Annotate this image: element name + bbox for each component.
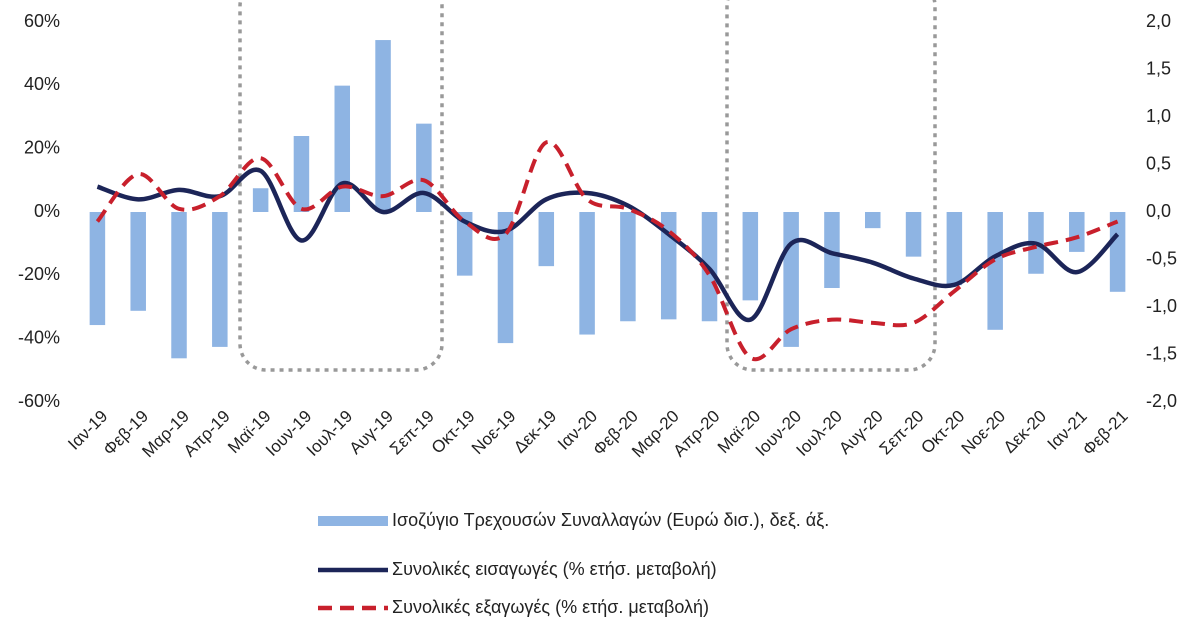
legend-swatch [318,516,388,526]
bar [212,212,228,347]
bar [1069,212,1085,252]
y2-tick-label: -0,5 [1146,248,1177,268]
bar [987,212,1003,330]
y2-tick-label: 1,5 [1146,58,1171,78]
x-tick-label: Νοε-19 [468,407,520,459]
x-tick-label: Σεπ-20 [876,407,928,459]
x-tick-label: Αυγ-19 [346,407,397,458]
highlight-box [238,0,444,372]
y2-tick-label: 0,5 [1146,153,1171,173]
bar [538,212,555,267]
bar [742,212,759,301]
x-tick-label: Ιουλ-19 [303,407,356,460]
bar [130,212,146,311]
x-tick-label: Σεπ-19 [386,407,438,459]
y2-tick-label: 2,0 [1146,11,1171,31]
bar [824,212,840,288]
bar [456,212,473,276]
bar [334,85,351,212]
bar [946,212,963,286]
y2-tick-label: 1,0 [1146,106,1171,126]
y-tick-label: 0% [34,201,60,221]
y-tick-label: 40% [24,74,60,94]
legend-label: Συνολικές εξαγωγές (% ετήσ. μεταβολή) [392,597,709,617]
x-tick-label: Φεβ-21 [1079,407,1132,460]
y-tick-label: -40% [18,327,60,347]
x-tick-label: Αυγ-20 [835,407,886,458]
x-tick-label: Απρ-19 [180,407,234,461]
x-tick-label: Ιουλ-20 [793,407,846,460]
bar [89,212,106,326]
bar [171,212,187,359]
bar [416,123,432,212]
y2-tick-label: -2,0 [1146,391,1177,411]
x-tick-label: Νοε-20 [958,407,1010,459]
bar [375,40,391,212]
x-tick-label: Δεκ-19 [510,407,560,457]
y2-tick-label: -1,0 [1146,296,1177,316]
legend-label: Ισοζύγιο Τρεχουσών Συναλλαγών (Ευρώ δισ.… [392,510,829,530]
legend-label: Συνολικές εισαγωγές (% ετήσ. μεταβολή) [392,559,717,579]
x-tick-label: Απρ-20 [670,407,724,461]
bar [497,212,514,344]
y-tick-label: -20% [18,264,60,284]
x-tick-label: Οκτ-20 [917,407,968,458]
bar [1109,212,1126,292]
x-tick-label: Δεκ-20 [1000,407,1050,457]
bar [864,212,881,229]
bar [293,136,310,212]
y-tick-label: 60% [24,11,60,31]
bar [620,212,636,322]
bar [252,188,269,212]
y-tick-label: -60% [18,391,60,411]
bar [579,212,595,335]
line [96,167,1120,322]
line [95,140,1119,362]
y2-tick-label: 0,0 [1146,201,1171,221]
bar [905,212,922,257]
x-tick-label: Οκτ-19 [428,407,479,458]
y-tick-label: 20% [24,137,60,157]
y2-tick-label: -1,5 [1146,343,1177,363]
